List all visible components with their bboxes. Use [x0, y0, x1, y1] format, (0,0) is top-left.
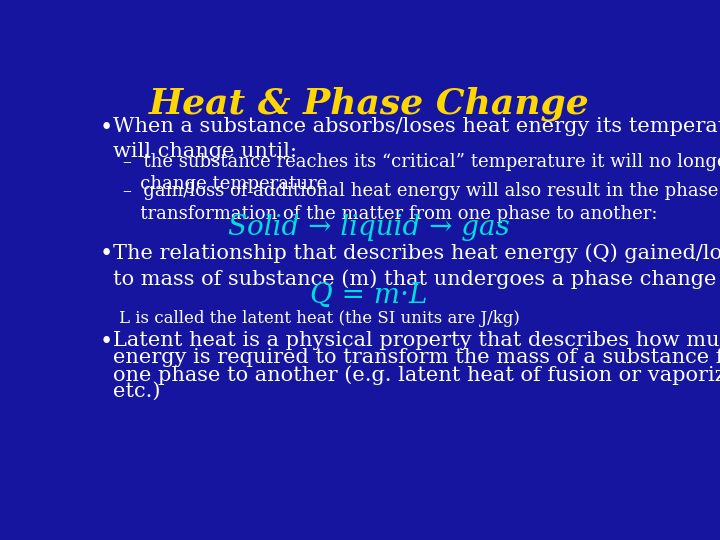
Text: –  gain/loss of additional heat energy will also result in the phase
   transfor: – gain/loss of additional heat energy wi…	[122, 182, 718, 222]
Text: The relationship that describes heat energy (Q) gained/lost
to mass of substance: The relationship that describes heat ene…	[113, 244, 720, 289]
Text: energy is required to transform the mass of a substance from: energy is required to transform the mass…	[113, 348, 720, 367]
Text: When a substance absorbs/loses heat energy its temperature
will change until:: When a substance absorbs/loses heat ener…	[113, 117, 720, 161]
Text: •: •	[99, 331, 112, 353]
Text: •: •	[99, 244, 112, 266]
Text: Heat & Phase Change: Heat & Phase Change	[148, 86, 590, 121]
Text: Solid → liquid → gas: Solid → liquid → gas	[228, 214, 510, 241]
Text: Latent heat is a physical property that describes how much: Latent heat is a physical property that …	[113, 331, 720, 350]
Text: L is called the latent heat (the SI units are J/kg): L is called the latent heat (the SI unit…	[120, 309, 521, 327]
Text: etc.): etc.)	[113, 382, 161, 401]
Text: –  the substance reaches its “critical” temperature it will no longer
   change : – the substance reaches its “critical” t…	[122, 153, 720, 193]
Text: Q = m·L: Q = m·L	[310, 282, 428, 309]
Text: •: •	[99, 117, 112, 139]
Text: one phase to another (e.g. latent heat of fusion or vaporization,: one phase to another (e.g. latent heat o…	[113, 365, 720, 385]
